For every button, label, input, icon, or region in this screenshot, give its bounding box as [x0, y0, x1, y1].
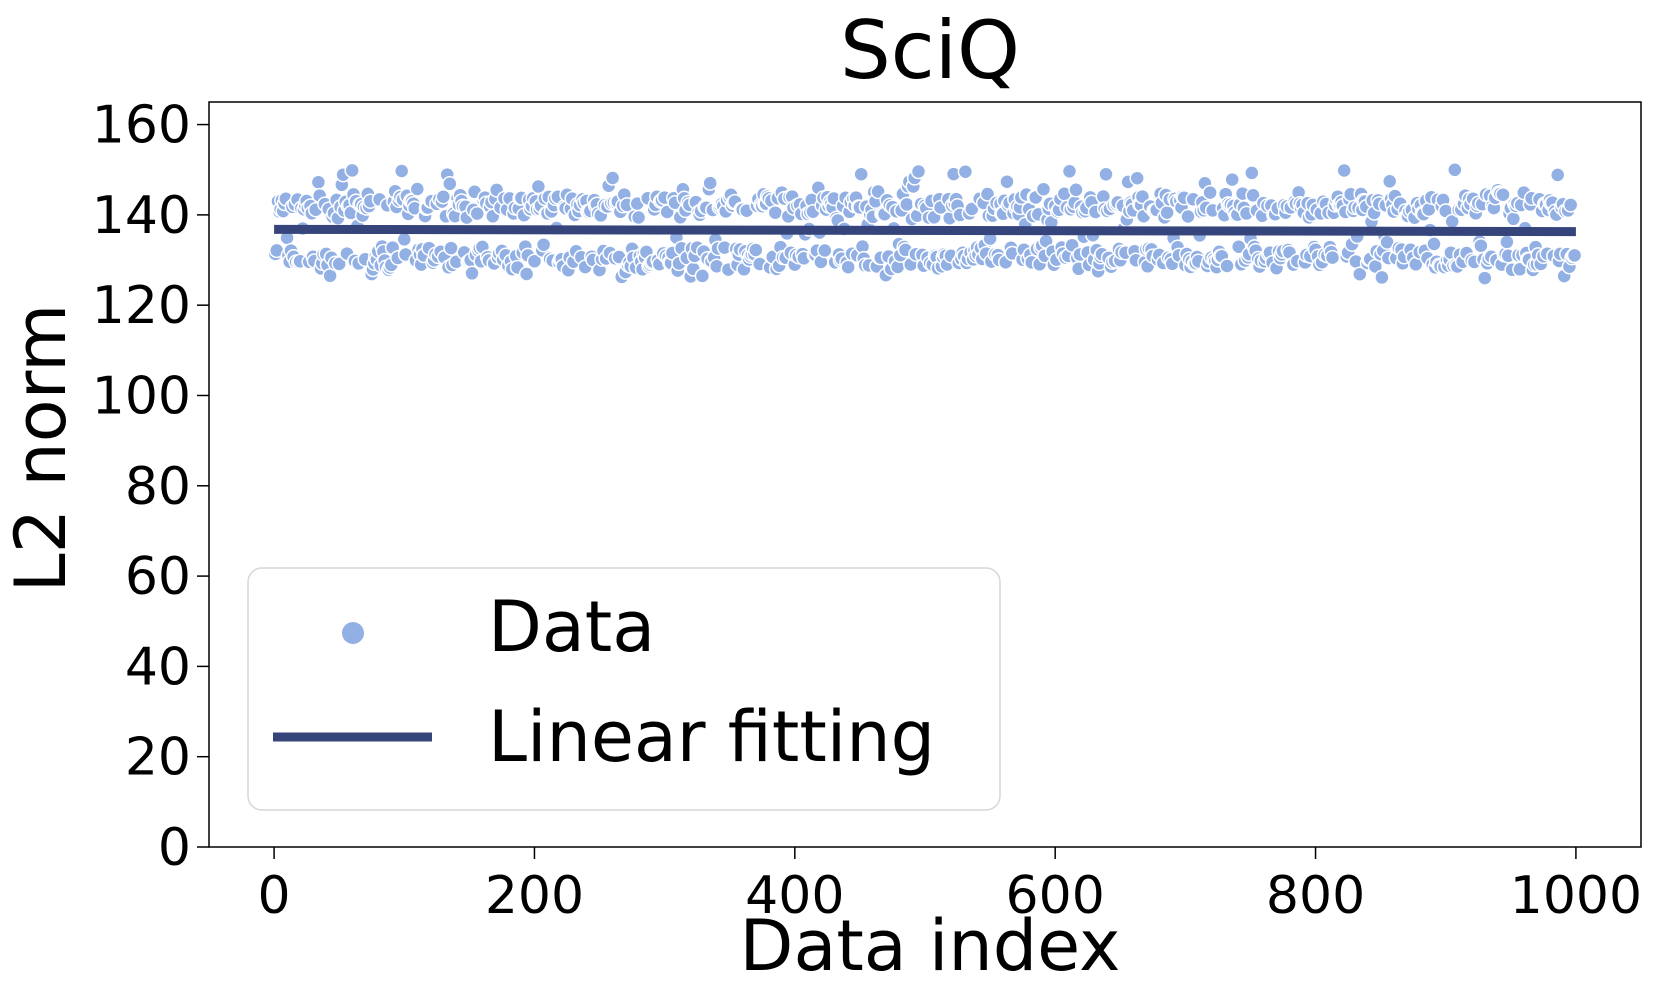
data-point — [344, 162, 360, 179]
y-tick-label: 20 — [125, 728, 191, 788]
data-point — [748, 242, 764, 258]
data-point — [817, 242, 833, 259]
data-point — [957, 163, 974, 180]
data-point — [1180, 208, 1196, 225]
data-point — [443, 240, 459, 256]
legend: Data Linear fitting — [247, 567, 1001, 811]
legend-label-fit: Linear fitting — [488, 696, 935, 778]
y-tick-label: 140 — [92, 186, 191, 246]
data-point — [535, 236, 552, 253]
y-tick-label: 0 — [158, 818, 191, 878]
data-point — [1324, 249, 1341, 266]
data-point — [1224, 171, 1240, 188]
data-point — [1068, 182, 1084, 198]
data-point — [702, 175, 718, 191]
data-point — [1505, 211, 1522, 227]
x-tick-label: 0 — [258, 866, 291, 926]
data-point — [910, 163, 927, 180]
chart-title: SciQ — [840, 4, 1020, 97]
data-point — [630, 209, 647, 226]
data-point — [1202, 184, 1218, 201]
data-point — [1447, 162, 1463, 178]
data-point — [1566, 247, 1583, 264]
data-point — [767, 204, 784, 221]
data-point — [1549, 167, 1566, 183]
data-point — [1495, 186, 1511, 203]
data-point — [1035, 181, 1052, 197]
data-point — [1061, 163, 1078, 180]
data-point — [409, 181, 426, 197]
x-axis-label: Data index — [740, 905, 1121, 987]
y-tick-label: 160 — [92, 96, 191, 156]
data-point — [1381, 173, 1398, 190]
data-point — [518, 266, 535, 282]
legend-data-marker — [342, 622, 364, 644]
data-point — [526, 253, 543, 269]
data-point — [1352, 266, 1368, 282]
y-axis-label: L2 norm — [0, 304, 82, 593]
y-tick-label: 40 — [125, 637, 191, 697]
data-point — [1245, 187, 1261, 204]
data-point — [393, 163, 410, 179]
data-point — [1477, 270, 1493, 286]
data-points — [266, 162, 1583, 286]
data-point — [530, 178, 547, 195]
data-point — [310, 174, 327, 190]
y-tick-label: 100 — [92, 366, 191, 426]
data-point — [442, 176, 458, 192]
data-point — [396, 231, 413, 248]
data-point — [1129, 170, 1145, 186]
data-point — [1426, 236, 1442, 252]
data-point — [1374, 269, 1390, 286]
linear-fit-line — [274, 224, 1576, 237]
data-point — [1244, 165, 1260, 181]
x-tick-label: 800 — [1266, 866, 1365, 926]
data-point — [1562, 197, 1579, 213]
data-point — [604, 170, 621, 186]
x-axis-ticks: 0 200 400 600 800 1000 — [258, 847, 1642, 926]
x-tick-label: 1000 — [1510, 866, 1642, 926]
data-point — [853, 166, 869, 182]
data-point — [694, 268, 711, 284]
data-point — [1230, 238, 1247, 255]
x-tick-label: 600 — [1006, 866, 1105, 926]
data-point — [464, 265, 480, 282]
plot-frame — [208, 101, 1642, 848]
x-tick-label: 200 — [485, 866, 584, 926]
data-point — [469, 205, 485, 222]
y-tick-label: 60 — [125, 547, 191, 607]
data-point — [999, 173, 1015, 190]
data-point — [331, 256, 347, 272]
y-tick-label: 80 — [125, 457, 191, 517]
data-point — [1219, 258, 1235, 274]
data-point — [979, 186, 996, 202]
data-point — [1098, 166, 1114, 183]
data-point — [840, 259, 856, 275]
data-point — [1473, 237, 1489, 254]
y-tick-label: 120 — [92, 276, 191, 336]
x-tick-label: 400 — [745, 866, 844, 926]
legend-label-data: Data — [488, 586, 655, 668]
data-point — [899, 196, 915, 213]
data-point — [1336, 162, 1352, 179]
data-point — [435, 188, 452, 205]
y-axis-ticks: 0 20 40 60 80 100 120 140 160 — [92, 96, 209, 878]
data-point — [1499, 234, 1515, 250]
legend-box — [247, 567, 1001, 811]
